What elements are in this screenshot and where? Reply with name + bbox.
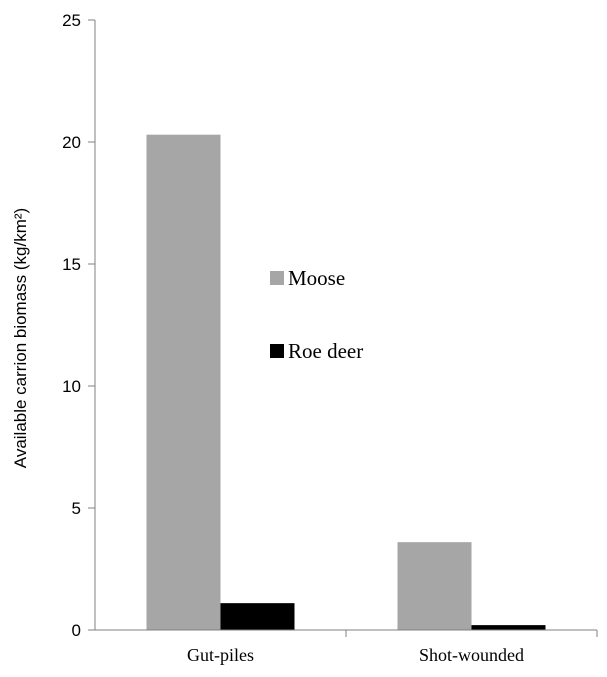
x-category-label: Gut-piles xyxy=(187,645,254,665)
legend: Moose Roe deer xyxy=(270,266,363,363)
legend-label: Roe deer xyxy=(288,339,363,363)
legend-swatch xyxy=(270,344,284,358)
y-tick-label: 5 xyxy=(72,499,81,518)
y-axis-title: Available carrion biomass (kg/km²) xyxy=(11,208,30,468)
bar-roe-deer-shot-wounded xyxy=(471,625,546,630)
legend-swatch xyxy=(270,271,284,285)
legend-label: Moose xyxy=(288,266,345,290)
y-tick-label: 10 xyxy=(62,377,81,396)
axes-group: 0 5 10 15 20 25 Gut-piles Shot-wounded xyxy=(62,11,598,665)
bars-group xyxy=(146,134,546,630)
y-tick-label: 25 xyxy=(62,11,81,30)
bar-moose-gut-piles xyxy=(146,134,221,630)
y-tick-label: 20 xyxy=(62,133,81,152)
y-tick-label: 15 xyxy=(62,255,81,274)
bar-roe-deer-gut-piles xyxy=(220,603,295,630)
y-tick-label: 0 xyxy=(72,621,81,640)
x-category-label: Shot-wounded xyxy=(419,645,524,665)
bar-moose-shot-wounded xyxy=(397,542,472,630)
